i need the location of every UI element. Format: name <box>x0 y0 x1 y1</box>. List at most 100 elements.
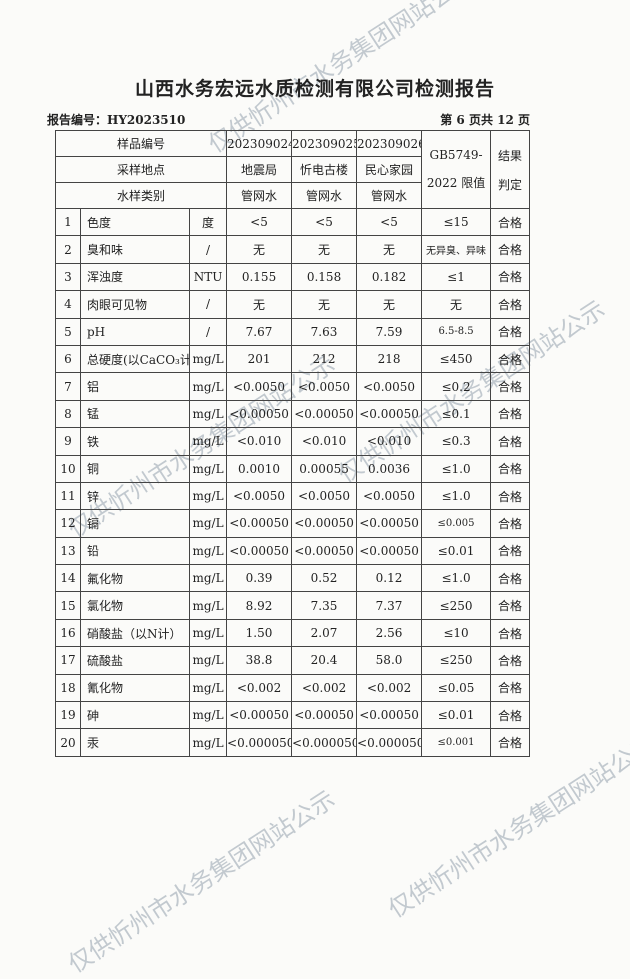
row-number: 17 <box>55 646 81 675</box>
value: <0.00050 <box>226 509 293 538</box>
limit: 无 <box>421 290 492 319</box>
value: <0.00050 <box>356 536 423 566</box>
table-row: 20 汞 mg/L <0.000050 <0.000050 <0.000050 ≤0.001… <box>55 728 531 757</box>
limit: ≤1.0 <box>421 481 492 511</box>
limit: ≤0.3 <box>421 427 492 456</box>
value: 212 <box>291 344 358 374</box>
unit: mg/L <box>188 509 228 538</box>
result: 合格 <box>490 728 531 757</box>
watermark: 仅供忻州市水务集团网站公示 <box>63 785 341 979</box>
row-number: 13 <box>55 536 81 566</box>
row-number: 16 <box>55 618 81 648</box>
row-number: 6 <box>55 344 81 374</box>
unit: mg/L <box>188 344 228 374</box>
unit: mg/L <box>188 427 228 456</box>
value: 7.67 <box>226 317 293 346</box>
limit: ≤250 <box>421 646 492 675</box>
value: <0.0050 <box>226 372 293 401</box>
table-row: 3 浑浊度 NTU 0.155 0.158 0.182 ≤1 合格 <box>55 262 531 292</box>
result: 合格 <box>490 591 531 620</box>
value: <0.00050 <box>226 536 293 566</box>
unit: mg/L <box>188 728 228 757</box>
result: 合格 <box>490 344 531 374</box>
limit: ≤0.1 <box>421 399 492 429</box>
table-row: 15 氯化物 mg/L 8.92 7.35 7.37 ≤250 合格 <box>55 591 531 620</box>
value: 无 <box>226 235 293 264</box>
value: <0.002 <box>356 673 423 703</box>
table-row: 14 氟化物 mg/L 0.39 0.52 0.12 ≤1.0 合格 <box>55 564 531 593</box>
item-name: 浑浊度 <box>80 262 190 292</box>
result: 合格 <box>490 618 531 648</box>
unit: mg/L <box>188 536 228 566</box>
value: <0.00050 <box>356 701 423 730</box>
limit-label-2: 2022 限值 <box>426 176 486 190</box>
header-row-sample-no: 样品编号 202309024 202309025 202309026 GB574… <box>54 130 531 209</box>
row-number: 3 <box>55 262 81 292</box>
table-row: 17 硫酸盐 mg/L 38.8 20.4 58.0 ≤250 合格 <box>55 646 531 675</box>
row-number: 5 <box>55 317 81 346</box>
value: 0.158 <box>291 262 358 292</box>
header-row-site: 采样地点 地震局 忻电古楼 民心家园 <box>54 156 530 183</box>
site-label: 采样地点 <box>54 156 228 183</box>
item-name: 铁 <box>80 427 190 456</box>
value: <0.0050 <box>291 372 358 401</box>
limit: ≤0.2 <box>421 372 492 401</box>
result: 合格 <box>490 509 531 538</box>
limit: ≤0.05 <box>421 673 492 703</box>
value: 0.12 <box>356 564 423 593</box>
value: 0.52 <box>291 564 358 593</box>
unit: 度 <box>188 207 228 237</box>
table-row: 6 总硬度(以CaCO₃计) mg/L 201 212 218 ≤450 合格 <box>55 344 531 374</box>
value: 0.0036 <box>356 454 423 483</box>
value: <0.000050 <box>291 728 358 757</box>
unit: mg/L <box>188 591 228 620</box>
result: 合格 <box>490 701 531 730</box>
unit: mg/L <box>188 399 228 429</box>
result: 合格 <box>490 427 531 456</box>
row-number: 7 <box>55 372 81 401</box>
value: 7.35 <box>291 591 358 620</box>
table-row: 8 锰 mg/L <0.00050 <0.00050 <0.00050 ≤0.1 合格 <box>55 399 531 429</box>
result: 合格 <box>490 262 531 292</box>
value: 无 <box>226 290 293 319</box>
limit: ≤0.001 <box>421 728 492 757</box>
sample-type: 管网水 <box>291 182 358 209</box>
limit-header: GB5749- 2022 限值 <box>421 130 492 209</box>
item-name: 砷 <box>80 701 190 730</box>
report-number: 报告编号：HY2023510 <box>47 113 186 127</box>
result: 合格 <box>490 454 531 483</box>
table-row: 2 臭和味 / 无无无无异臭、异味 合格 <box>55 235 531 264</box>
table-row: 11 锌 mg/L <0.0050 <0.0050 <0.0050 ≤1.0 合格 <box>55 481 531 511</box>
table-row: 19 砷 mg/L <0.00050 <0.00050 <0.00050 ≤0.01 合格 <box>55 701 531 730</box>
report-title: 山西水务宏远水质检测有限公司检测报告 <box>134 78 495 100</box>
unit: / <box>188 290 228 319</box>
value: <0.00050 <box>291 536 358 566</box>
limit: 无异臭、异味 <box>421 235 492 264</box>
item-name: 铅 <box>80 536 190 566</box>
limit-label-1: GB5749- <box>429 148 483 162</box>
value: <0.00050 <box>356 509 423 538</box>
value: 7.59 <box>356 317 423 346</box>
table-row: 12 镉 mg/L <0.00050 <0.00050 <0.00050 ≤0.005 合格 <box>55 509 531 538</box>
table-row: 1 色度度 <5 <5 <5 ≤15 合格 <box>55 207 531 237</box>
row-number: 20 <box>55 728 81 757</box>
item-name: 镉 <box>80 509 190 538</box>
value: 38.8 <box>226 646 293 675</box>
value: 58.0 <box>356 646 423 675</box>
value: 7.63 <box>291 317 358 346</box>
item-name: 铜 <box>80 454 190 483</box>
row-number: 4 <box>55 290 81 319</box>
unit: mg/L <box>188 701 228 730</box>
table-row: 4 肉眼可见物 / 无无无无合格 <box>55 290 531 319</box>
value: 0.0010 <box>226 454 293 483</box>
value: <5 <box>356 207 423 237</box>
sample-site: 忻电古楼 <box>291 156 358 183</box>
limit: ≤1.0 <box>421 564 492 593</box>
row-number: 19 <box>55 701 81 730</box>
unit: mg/L <box>188 673 228 703</box>
table-row: 10 铜 mg/L 0.0010 0.00055 0.0036 ≤1.0 合格 <box>55 454 531 483</box>
item-name: 硝酸盐（以N计） <box>80 618 190 648</box>
value: 0.39 <box>226 564 293 593</box>
item-name: 氰化物 <box>80 673 190 703</box>
row-number: 2 <box>55 235 81 264</box>
